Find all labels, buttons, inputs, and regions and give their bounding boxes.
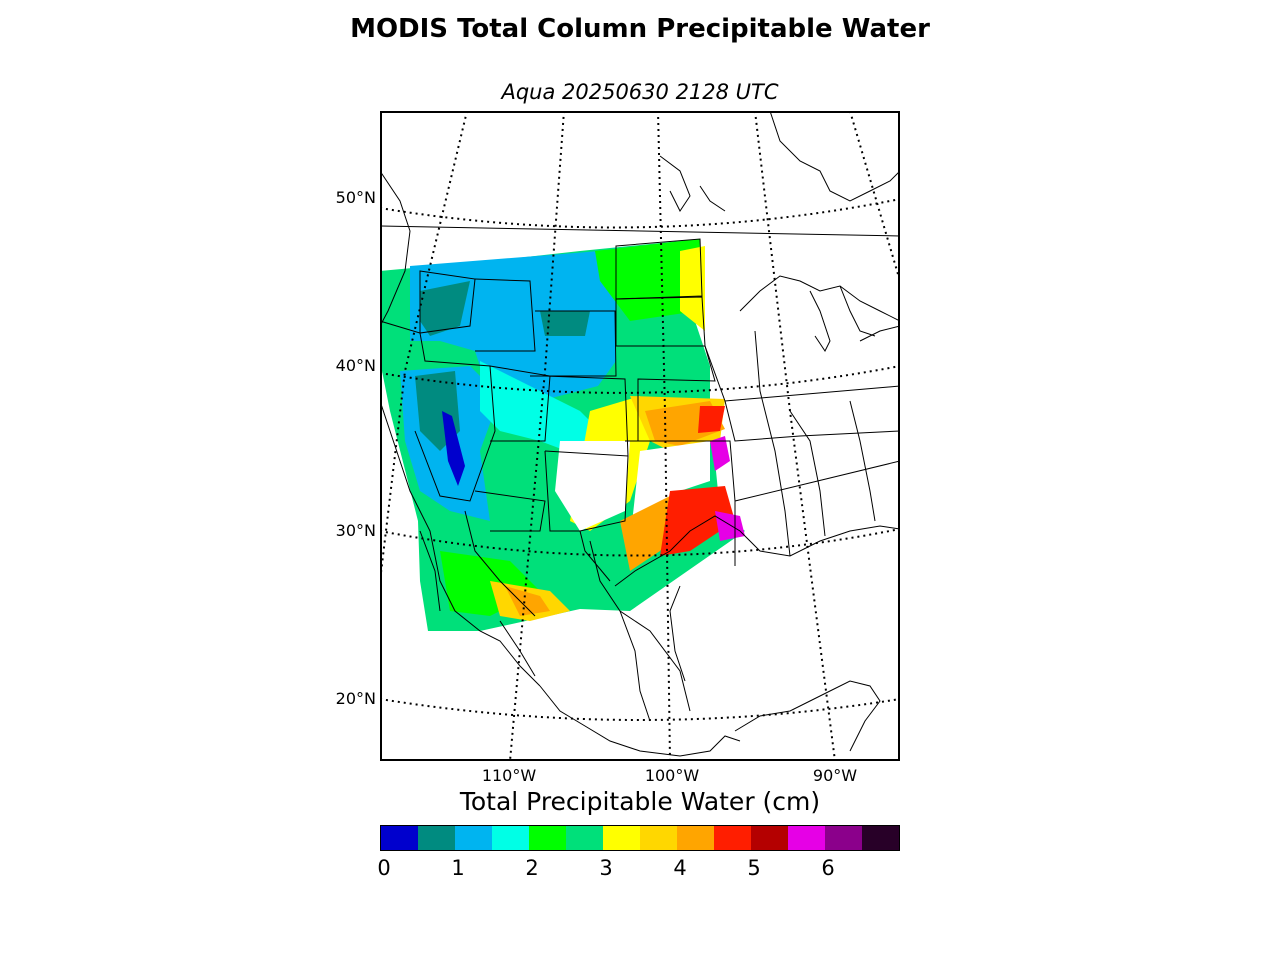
- swath-magenta-2: [715, 511, 745, 541]
- colorbar-cell-3: [492, 826, 529, 850]
- swath-deepblue: [442, 411, 465, 486]
- swath-green-east: [595, 239, 700, 321]
- precipitable-water-map: [380, 111, 900, 761]
- colorbar-tick-2: 2: [525, 856, 539, 880]
- colorbar-cell-7: [640, 826, 677, 850]
- colorbar-tick-1: 1: [451, 856, 465, 880]
- colorbar-cell-9: [714, 826, 751, 850]
- colorbar-cell-4: [529, 826, 566, 850]
- colorbar-cell-13: [862, 826, 899, 850]
- lon-label-100w: 100°W: [644, 766, 700, 785]
- colorbar-cell-6: [603, 826, 640, 850]
- colorbar-cell-5: [566, 826, 603, 850]
- colorbar-tick-0: 0: [377, 856, 391, 880]
- swath-teal-2: [540, 311, 590, 336]
- colorbar-title: Total Precipitable Water (cm): [459, 787, 821, 816]
- swath-white-gap: [555, 441, 630, 531]
- colorbar-cell-2: [455, 826, 492, 850]
- coastlines-borders: [380, 111, 900, 757]
- chart-subtitle: Aqua 20250630 2128 UTC: [501, 80, 779, 104]
- swath-red-2: [660, 486, 735, 556]
- colorbar-cell-10: [751, 826, 788, 850]
- colorbar-cell-12: [825, 826, 862, 850]
- data-swath: [380, 239, 745, 631]
- swath-orange-south: [505, 586, 550, 616]
- colorbar-tick-4: 4: [673, 856, 687, 880]
- colorbar: [380, 825, 900, 851]
- lat-label-30n: 30°N: [335, 521, 376, 540]
- colorbar-tick-3: 3: [599, 856, 613, 880]
- swath-yellow-1: [680, 246, 705, 331]
- lat-label-20n: 20°N: [335, 689, 376, 708]
- colorbar-cell-0: [381, 826, 418, 850]
- lat-label-50n: 50°N: [335, 188, 376, 207]
- swath-cyan: [480, 361, 610, 456]
- colorbar-cell-8: [677, 826, 714, 850]
- colorbar-cell-1: [418, 826, 455, 850]
- lon-label-110w: 110°W: [481, 766, 537, 785]
- map-frame: [380, 111, 900, 761]
- lon-label-90w: 90°W: [812, 766, 858, 785]
- chart-title: MODIS Total Column Precipitable Water: [350, 14, 930, 44]
- graticule: [380, 111, 900, 761]
- swath-red-1: [698, 406, 725, 433]
- colorbar-tick-5: 5: [747, 856, 761, 880]
- colorbar-tick-6: 6: [821, 856, 835, 880]
- swath-teal-1: [420, 281, 470, 336]
- lat-label-40n: 40°N: [335, 356, 376, 375]
- colorbar-cell-11: [788, 826, 825, 850]
- swath-magenta-1: [710, 436, 730, 471]
